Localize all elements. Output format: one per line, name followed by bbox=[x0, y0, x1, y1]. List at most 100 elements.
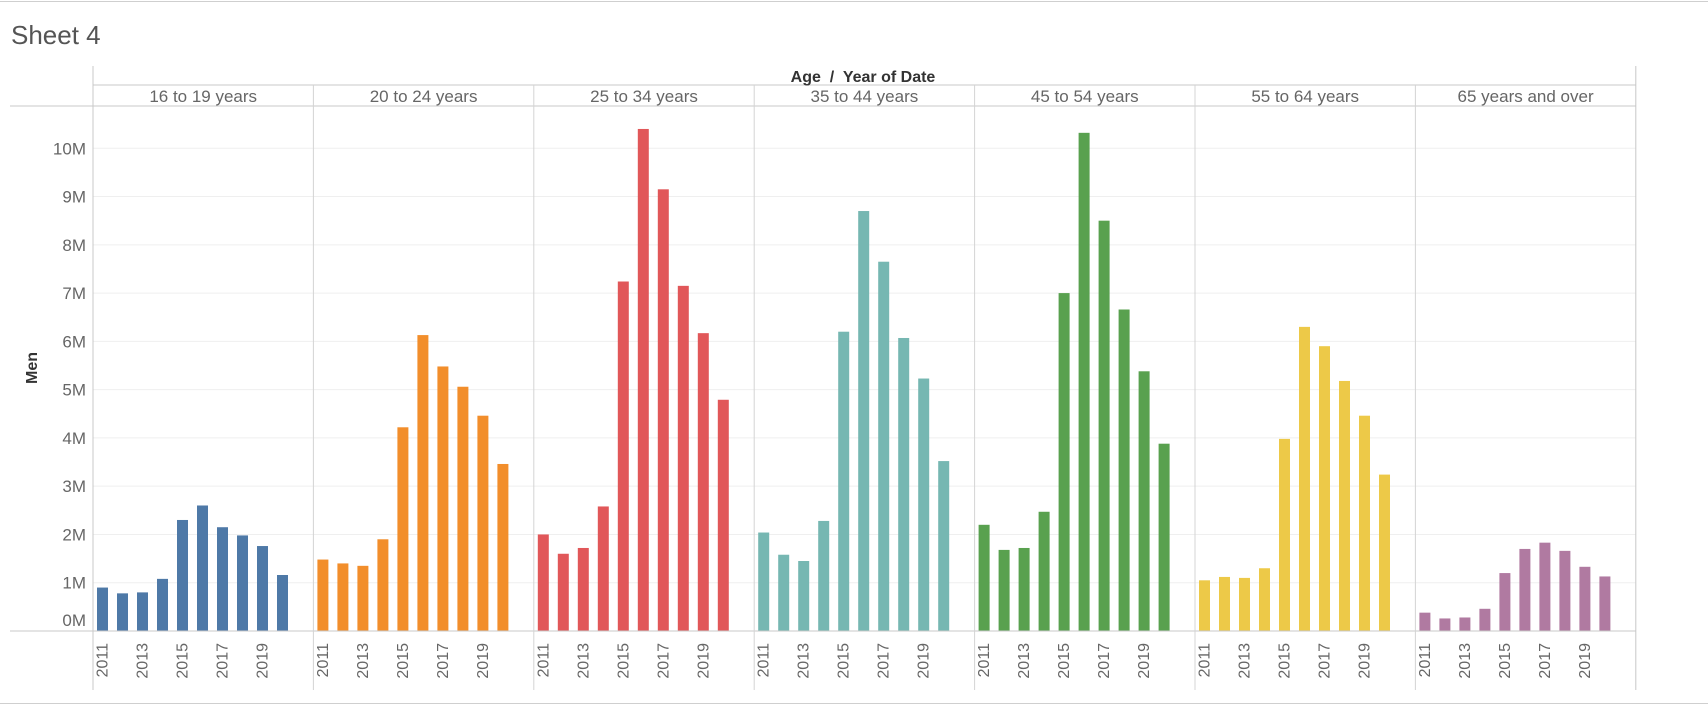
y-tick-label: 6M bbox=[62, 332, 86, 351]
x-tick-label: 2013 bbox=[796, 643, 813, 679]
x-tick-label: 2011 bbox=[315, 643, 332, 678]
y-tick-label: 5M bbox=[62, 381, 86, 400]
bar bbox=[1479, 608, 1491, 631]
y-tick-label: 9M bbox=[62, 188, 86, 207]
bar bbox=[1599, 576, 1611, 631]
y-tick-label: 8M bbox=[62, 236, 86, 255]
x-tick-label: 2019 bbox=[1577, 643, 1594, 679]
bar bbox=[778, 554, 790, 631]
bar bbox=[497, 463, 509, 631]
top-border bbox=[0, 1, 1708, 2]
bar bbox=[1319, 346, 1330, 631]
bar bbox=[1018, 547, 1030, 631]
bar bbox=[998, 549, 1010, 631]
bar bbox=[858, 211, 870, 631]
x-tick-label: 2015 bbox=[1277, 643, 1294, 679]
bar bbox=[1299, 326, 1310, 631]
y-tick-label: 7M bbox=[62, 284, 86, 303]
bar bbox=[1499, 573, 1511, 631]
x-tick-label: 2011 bbox=[756, 643, 773, 678]
bar bbox=[697, 333, 709, 631]
sheet-title: Sheet 4 bbox=[11, 20, 101, 50]
bar bbox=[1138, 371, 1150, 631]
x-axis-ticks: 2011 2013 2015 2017 2019 2011 2013 2015 2017 2019… bbox=[95, 643, 1594, 679]
x-tick-label: 2017 bbox=[1537, 643, 1554, 679]
bar bbox=[557, 553, 569, 631]
panel-header-label: 35 to 44 years bbox=[811, 87, 919, 106]
bar bbox=[1259, 568, 1270, 631]
bar bbox=[1339, 380, 1350, 631]
bar bbox=[798, 561, 810, 631]
x-tick-label: 2011 bbox=[535, 643, 552, 678]
x-tick-label: 2011 bbox=[95, 643, 112, 678]
bar bbox=[818, 520, 830, 631]
bar bbox=[477, 415, 489, 631]
column-header-title: Age / Year of Date bbox=[791, 69, 936, 86]
bar bbox=[1439, 618, 1451, 631]
y-tick-label: 10M bbox=[53, 139, 86, 158]
bar bbox=[1158, 443, 1170, 631]
x-tick-label: 2017 bbox=[1317, 643, 1334, 679]
bar bbox=[377, 539, 389, 631]
bar bbox=[97, 587, 108, 631]
x-tick-label: 2017 bbox=[876, 643, 893, 679]
bar bbox=[1058, 293, 1070, 631]
x-tick-label: 2019 bbox=[1357, 643, 1374, 679]
bar bbox=[1419, 612, 1431, 631]
y-tick-label: 0M bbox=[62, 611, 86, 630]
bar bbox=[337, 563, 349, 631]
bar bbox=[1118, 309, 1130, 631]
x-tick-label: 2017 bbox=[215, 643, 232, 679]
x-tick-label: 2019 bbox=[695, 643, 712, 679]
bar bbox=[1459, 617, 1471, 631]
x-tick-label: 2013 bbox=[1016, 643, 1033, 679]
y-axis-label: Men bbox=[24, 352, 41, 384]
bar bbox=[1579, 566, 1591, 631]
bar bbox=[1559, 550, 1571, 631]
x-tick-label: 2013 bbox=[135, 643, 152, 679]
x-tick-label: 2019 bbox=[916, 643, 933, 679]
bar bbox=[277, 575, 288, 631]
bar bbox=[137, 592, 148, 631]
y-tick-label: 1M bbox=[62, 574, 86, 593]
x-tick-label: 2013 bbox=[1457, 643, 1474, 679]
x-tick-label: 2017 bbox=[1096, 643, 1113, 679]
x-tick-label: 2011 bbox=[1197, 643, 1214, 678]
panel-headers: 16 to 19 years 20 to 24 years 25 to 34 yea… bbox=[149, 87, 1594, 106]
x-tick-label: 2011 bbox=[976, 643, 993, 678]
bar bbox=[617, 281, 629, 631]
bar bbox=[217, 527, 228, 631]
x-tick-label: 2019 bbox=[1136, 643, 1153, 679]
bar bbox=[1359, 415, 1370, 631]
x-tick-label: 2017 bbox=[655, 643, 672, 679]
bar bbox=[978, 524, 990, 631]
y-tick-label: 4M bbox=[62, 429, 86, 448]
x-tick-label: 2015 bbox=[1056, 643, 1073, 679]
x-tick-label: 2015 bbox=[175, 643, 192, 679]
x-tick-label: 2019 bbox=[475, 643, 492, 679]
x-tick-label: 2013 bbox=[355, 643, 372, 679]
x-tick-label: 2015 bbox=[615, 643, 632, 679]
bar bbox=[898, 337, 910, 631]
bar bbox=[1038, 511, 1050, 631]
bar bbox=[918, 378, 930, 631]
bar bbox=[1199, 580, 1210, 631]
bar bbox=[537, 534, 549, 631]
chart-frame bbox=[10, 66, 1637, 690]
bar bbox=[577, 547, 589, 631]
bar bbox=[117, 593, 128, 631]
x-tick-label: 2013 bbox=[575, 643, 592, 679]
x-tick-label: 2017 bbox=[435, 643, 452, 679]
y-tick-label: 2M bbox=[62, 525, 86, 544]
bar bbox=[838, 331, 850, 631]
bar bbox=[257, 546, 268, 631]
bar bbox=[1219, 576, 1230, 631]
bar bbox=[717, 399, 729, 631]
bar bbox=[657, 189, 669, 631]
bar bbox=[677, 285, 689, 631]
bar bbox=[317, 559, 329, 631]
x-tick-label: 2011 bbox=[1417, 643, 1434, 678]
bar bbox=[197, 505, 208, 631]
bar bbox=[357, 565, 369, 631]
panel-header-label: 16 to 19 years bbox=[149, 87, 257, 106]
